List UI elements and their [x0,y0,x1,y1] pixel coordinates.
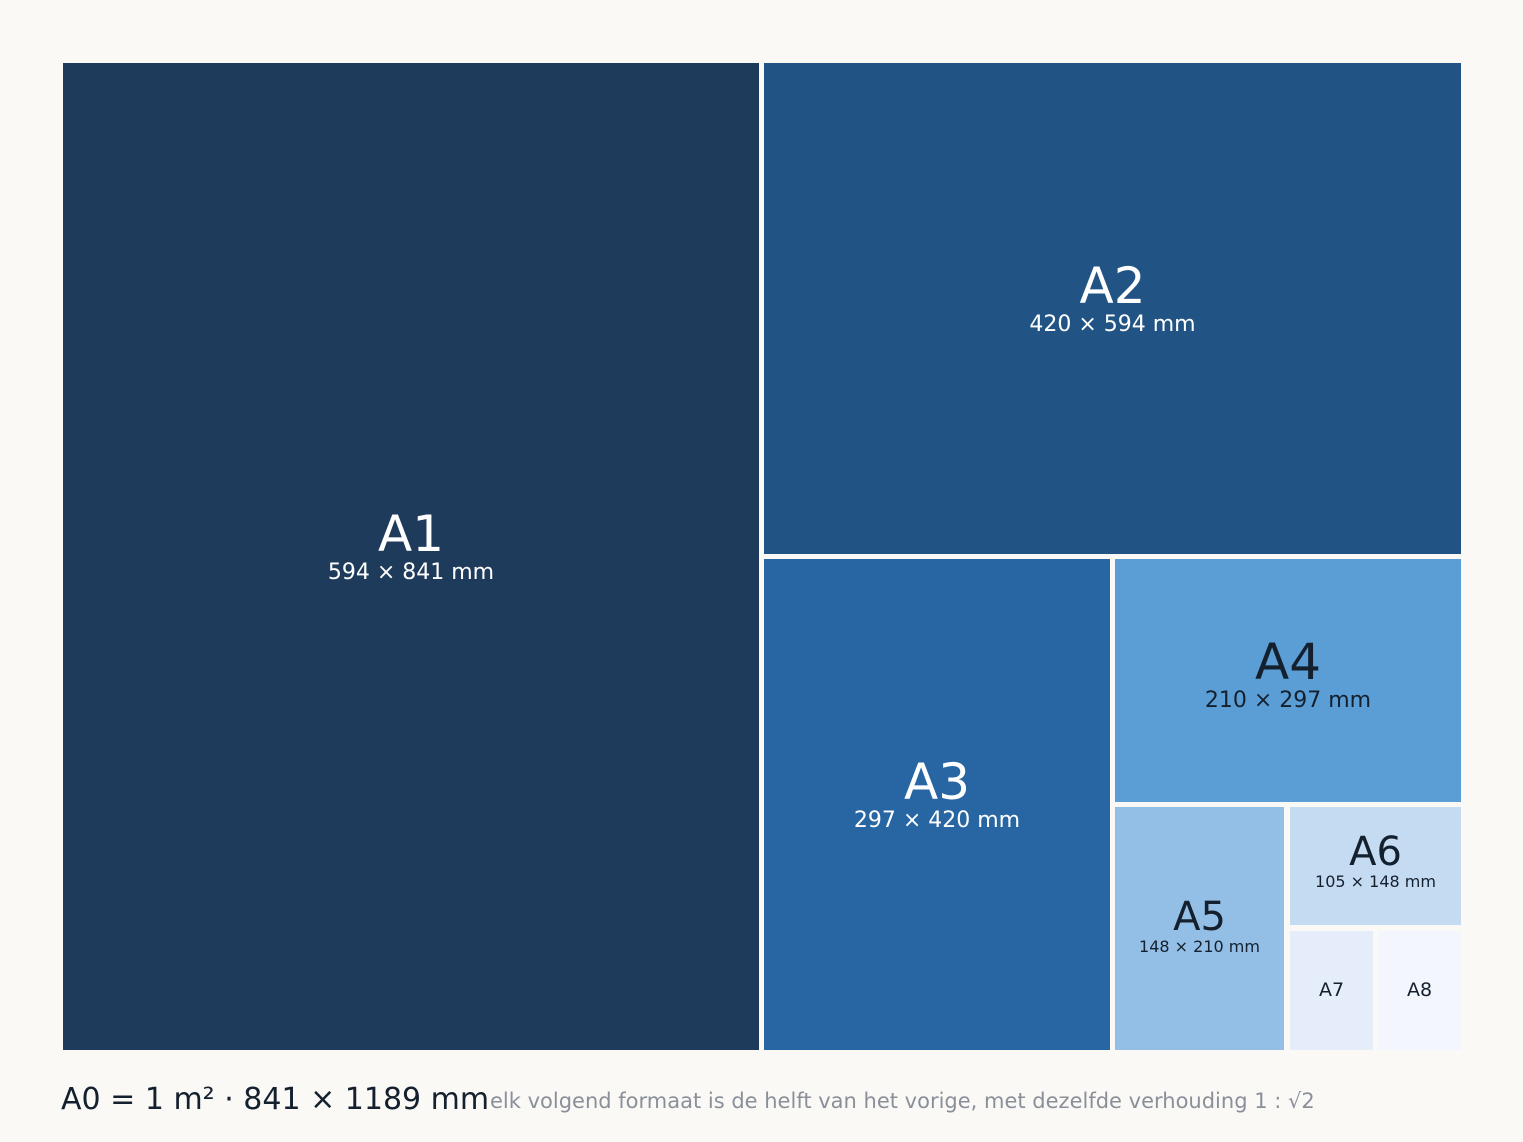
sheet-a3: A3 297 × 420 mm [764,559,1110,1050]
sheet-a8-name: A8 [1406,979,1433,1001]
sheet-a5-dimensions: 148 × 210 mm [1139,936,1260,956]
footer-a0-definition: A0 = 1 m² · 841 × 1189 mm [61,1082,490,1117]
sheet-a7: A7 [1290,931,1373,1050]
sheet-a1-dimensions: 594 × 841 mm [327,560,495,585]
sheet-a2-dimensions: 420 × 594 mm [1029,312,1196,337]
sheet-a4-dimensions: 210 × 297 mm [1204,688,1372,713]
sheet-a1: A1 594 × 841 mm [63,63,759,1050]
sheet-a2: A2 420 × 594 mm [764,63,1461,554]
sheet-a3-name: A3 [903,753,970,811]
sheet-a8: A8 [1378,931,1461,1050]
sheet-a5: A5 148 × 210 mm [1115,807,1284,1050]
sheet-a1-name: A1 [377,505,444,563]
sheet-a5-name: A5 [1173,893,1226,940]
sheet-a6-dimensions: 105 × 148 mm [1315,872,1436,891]
sheet-a3-dimensions: 297 × 420 mm [853,808,1021,833]
footer-note: elk volgend formaat is de helft van het … [490,1089,1315,1113]
sheet-a7-name: A7 [1318,979,1345,1001]
sheet-a2-name: A2 [1079,257,1146,315]
sheet-a6-name: A6 [1349,829,1402,875]
sheet-a4-name: A4 [1254,633,1321,691]
sheet-a6: A6 105 × 148 mm [1290,807,1461,925]
sheet-a4: A4 210 × 297 mm [1115,559,1461,802]
